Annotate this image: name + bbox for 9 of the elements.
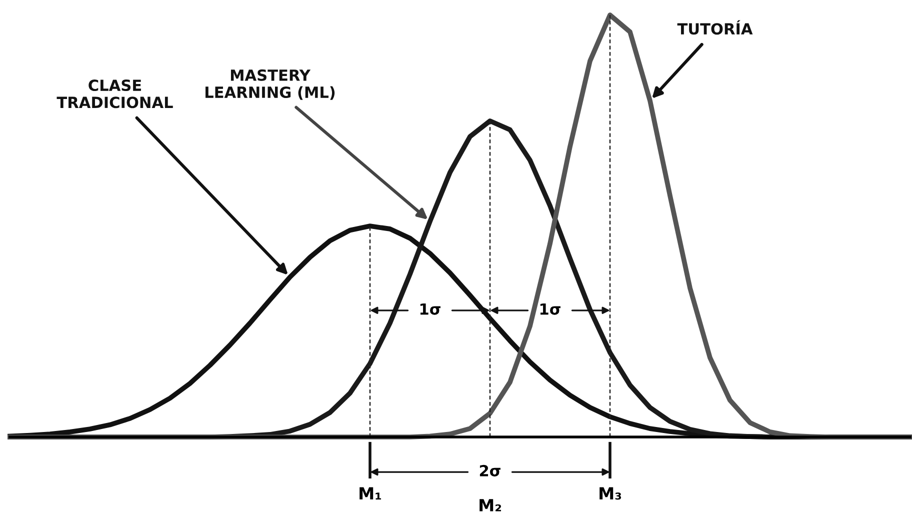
annotation: 1σ xyxy=(420,303,440,315)
text: M₁ xyxy=(360,487,382,500)
text: CLASE TRADICIONAL xyxy=(56,80,173,108)
text: M₂ xyxy=(480,499,502,512)
text: MASTERY LEARNING (ML) xyxy=(206,69,335,100)
annotation: 1σ xyxy=(540,303,560,315)
text: M₃ xyxy=(600,487,622,500)
text: TUTORÍA xyxy=(677,20,753,35)
text: 2σ xyxy=(480,464,500,476)
